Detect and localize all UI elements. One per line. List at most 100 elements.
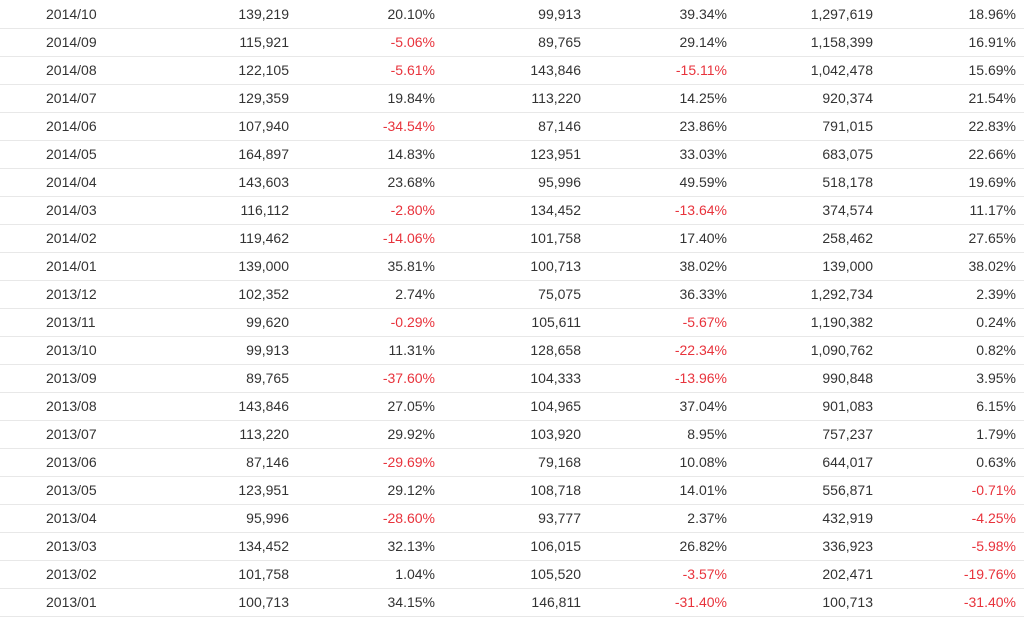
cumulative-change-cell: 6.15%	[883, 392, 1024, 421]
change-a-cell: 32.13%	[299, 532, 445, 561]
change-b-cell: 26.82%	[591, 532, 737, 561]
cumulative-cell: 374,574	[737, 196, 883, 225]
cumulative-change-cell: 15.69%	[883, 56, 1024, 85]
month-cell: 2013/12	[0, 280, 148, 309]
value-a-cell: 139,219	[148, 0, 299, 29]
table-row: 2013/02 101,758 1.04% 105,520 -3.57% 202,471-…	[0, 560, 1024, 589]
cumulative-cell: 791,015	[737, 112, 883, 141]
change-a-cell: 20.10%	[299, 0, 445, 29]
cumulative-change-cell: 18.96%	[883, 0, 1024, 29]
table-row: 2013/11 99,620 -0.29% 105,611 -5.67% 1,190,38…	[0, 308, 1024, 337]
table-row: 2014/08 122,105 -5.61% 143,846 -15.11% 1,042,…	[0, 56, 1024, 85]
cumulative-change-cell: 1.79%	[883, 420, 1024, 449]
cumulative-cell: 1,190,382	[737, 308, 883, 337]
value-b-cell: 108,718	[445, 476, 591, 505]
month-cell: 2014/01	[0, 252, 148, 281]
value-b-cell: 113,220	[445, 84, 591, 113]
change-a-cell: 23.68%	[299, 168, 445, 197]
cumulative-cell: 990,848	[737, 364, 883, 393]
cumulative-cell: 683,075	[737, 140, 883, 169]
value-a-cell: 99,620	[148, 308, 299, 337]
month-cell: 2014/09	[0, 28, 148, 57]
cumulative-change-cell: 0.82%	[883, 336, 1024, 365]
change-a-cell: 2.74%	[299, 280, 445, 309]
table-row: 2014/06 107,940 -34.54% 87,146 23.86% 791,015…	[0, 112, 1024, 141]
cumulative-change-cell: 27.65%	[883, 224, 1024, 253]
cumulative-change-cell: -4.25%	[883, 504, 1024, 533]
month-cell: 2014/07	[0, 84, 148, 113]
cumulative-cell: 644,017	[737, 448, 883, 477]
month-cell: 2013/04	[0, 504, 148, 533]
value-a-cell: 139,000	[148, 252, 299, 281]
value-a-cell: 102,352	[148, 280, 299, 309]
table-row: 2013/09 89,765 -37.60% 104,333 -13.96% 990,84…	[0, 364, 1024, 393]
value-b-cell: 103,920	[445, 420, 591, 449]
value-b-cell: 128,658	[445, 336, 591, 365]
change-a-cell: 35.81%	[299, 252, 445, 281]
change-a-cell: 11.31%	[299, 336, 445, 365]
change-b-cell: -5.67%	[591, 308, 737, 337]
cumulative-change-cell: 21.54%	[883, 84, 1024, 113]
table-row: 2013/10 99,913 11.31% 128,658 -22.34% 1,090,7…	[0, 336, 1024, 365]
cumulative-cell: 1,158,399	[737, 28, 883, 57]
value-b-cell: 123,951	[445, 140, 591, 169]
value-b-cell: 100,713	[445, 252, 591, 281]
change-b-cell: 33.03%	[591, 140, 737, 169]
change-b-cell: 8.95%	[591, 420, 737, 449]
change-b-cell: 37.04%	[591, 392, 737, 421]
value-b-cell: 134,452	[445, 196, 591, 225]
table-row: 2014/10 139,219 20.10% 99,913 39.34% 1,297,61…	[0, 0, 1024, 29]
value-a-cell: 164,897	[148, 140, 299, 169]
cumulative-cell: 202,471	[737, 560, 883, 589]
value-b-cell: 95,996	[445, 168, 591, 197]
change-b-cell: -15.11%	[591, 56, 737, 85]
change-a-cell: -37.60%	[299, 364, 445, 393]
change-b-cell: 17.40%	[591, 224, 737, 253]
change-a-cell: 1.04%	[299, 560, 445, 589]
value-a-cell: 122,105	[148, 56, 299, 85]
cumulative-change-cell: 11.17%	[883, 196, 1024, 225]
value-b-cell: 104,333	[445, 364, 591, 393]
cumulative-change-cell: 0.24%	[883, 308, 1024, 337]
cumulative-cell: 1,090,762	[737, 336, 883, 365]
change-b-cell: 14.25%	[591, 84, 737, 113]
change-b-cell: 23.86%	[591, 112, 737, 141]
month-cell: 2014/05	[0, 140, 148, 169]
cumulative-change-cell: 3.95%	[883, 364, 1024, 393]
change-b-cell: 14.01%	[591, 476, 737, 505]
table-row: 2013/08 143,846 27.05% 104,965 37.04% 901,083…	[0, 392, 1024, 421]
change-b-cell: -3.57%	[591, 560, 737, 589]
value-b-cell: 93,777	[445, 504, 591, 533]
value-b-cell: 89,765	[445, 28, 591, 57]
value-a-cell: 143,603	[148, 168, 299, 197]
table-row: 2013/07 113,220 29.92% 103,920 8.95% 757,237 1…	[0, 420, 1024, 449]
cumulative-change-cell: 0.63%	[883, 448, 1024, 477]
value-b-cell: 87,146	[445, 112, 591, 141]
value-a-cell: 87,146	[148, 448, 299, 477]
cumulative-cell: 432,919	[737, 504, 883, 533]
change-b-cell: 2.37%	[591, 504, 737, 533]
cumulative-cell: 556,871	[737, 476, 883, 505]
cumulative-change-cell: -0.71%	[883, 476, 1024, 505]
change-b-cell: 49.59%	[591, 168, 737, 197]
cumulative-cell: 920,374	[737, 84, 883, 113]
change-a-cell: -34.54%	[299, 112, 445, 141]
month-cell: 2013/09	[0, 364, 148, 393]
table-row: 2013/04 95,996 -28.60% 93,777 2.37% 432,919 -4…	[0, 504, 1024, 533]
table-row: 2013/05 123,951 29.12% 108,718 14.01% 556,871…	[0, 476, 1024, 505]
cumulative-change-cell: 16.91%	[883, 28, 1024, 57]
change-b-cell: 29.14%	[591, 28, 737, 57]
change-a-cell: 14.83%	[299, 140, 445, 169]
value-a-cell: 129,359	[148, 84, 299, 113]
cumulative-cell: 1,297,619	[737, 0, 883, 29]
value-a-cell: 113,220	[148, 420, 299, 449]
change-b-cell: -22.34%	[591, 336, 737, 365]
cumulative-change-cell: -19.76%	[883, 560, 1024, 589]
table-row: 2014/09 115,921 -5.06% 89,765 29.14% 1,158,39…	[0, 28, 1024, 57]
cumulative-change-cell: 19.69%	[883, 168, 1024, 197]
change-b-cell: 38.02%	[591, 252, 737, 281]
cumulative-cell: 1,042,478	[737, 56, 883, 85]
month-cell: 2014/06	[0, 112, 148, 141]
value-b-cell: 101,758	[445, 224, 591, 253]
